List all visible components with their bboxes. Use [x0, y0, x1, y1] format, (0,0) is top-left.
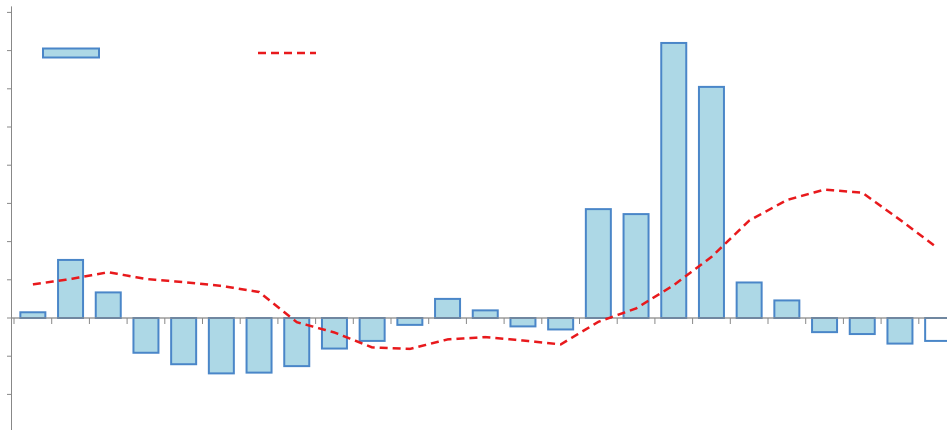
bar: [94, 291, 122, 320]
bar: [697, 85, 725, 319]
bar: [434, 297, 462, 319]
bar: [471, 309, 499, 319]
legend-bar-swatch: [42, 47, 100, 59]
x-axis: [11, 317, 947, 324]
bar: [19, 311, 47, 319]
bar-series: [19, 41, 947, 375]
bar: [132, 317, 160, 354]
bar: [170, 317, 198, 366]
bar: [57, 258, 85, 320]
bar: [773, 299, 801, 320]
bar: [509, 317, 537, 328]
bar: [358, 317, 386, 342]
legend: [42, 47, 316, 59]
bar: [660, 41, 688, 320]
bar: [811, 317, 839, 334]
bar: [848, 317, 876, 336]
bar: [547, 317, 575, 331]
bar: [584, 208, 612, 320]
y-axis: [7, 6, 12, 430]
line-series: [32, 188, 939, 351]
line-series-path: [32, 188, 939, 351]
bar: [735, 281, 763, 319]
bar: [207, 317, 235, 375]
bar: [245, 317, 273, 374]
bar: [283, 317, 311, 368]
bar: [886, 317, 914, 345]
bar: [396, 317, 424, 326]
bar: [924, 317, 947, 342]
